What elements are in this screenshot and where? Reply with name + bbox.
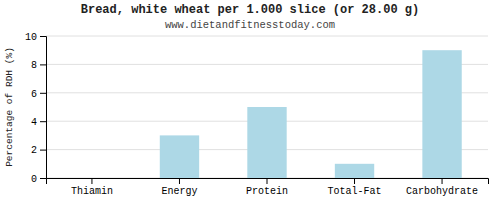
- subtitle: www.dietandfitnesstoday.com: [165, 19, 335, 31]
- tick-mark: [40, 178, 46, 179]
- grid-line: [46, 64, 488, 65]
- tick-mark: [179, 178, 180, 184]
- y-axis: 0 2 4 6 8 10: [25, 32, 47, 185]
- tick: 6: [31, 89, 46, 100]
- tick-mark: [354, 178, 355, 184]
- title: Bread, white wheat per 1.000 slice (or 2…: [81, 3, 419, 17]
- tick-label: Protein: [246, 186, 288, 197]
- bar: [160, 135, 199, 178]
- bar: [335, 164, 374, 178]
- tick-mark: [40, 121, 46, 122]
- tick-label: 2: [31, 145, 37, 156]
- tick-mark: [267, 178, 268, 184]
- tick-label: 0: [31, 174, 37, 185]
- tick-label: 4: [31, 117, 37, 128]
- tick-label: 6: [31, 89, 37, 100]
- tick: 10: [25, 32, 46, 43]
- tick-mark: [40, 150, 46, 151]
- tick-mark: [91, 178, 92, 184]
- tick-label: 10: [25, 32, 37, 43]
- tick: Carbohydrate: [406, 178, 478, 197]
- grid-line: [46, 36, 488, 37]
- grid-line: [46, 92, 488, 93]
- tick-label: Energy: [161, 186, 197, 197]
- tick: Total-Fat: [328, 178, 382, 197]
- plot: 0 2 4 6 8 10 Thiamin Energy Protein Total-Fat Carb…: [25, 32, 489, 197]
- tick: 4: [31, 117, 46, 128]
- bar: [72, 178, 111, 179]
- bar: [247, 107, 286, 178]
- tick: Protein: [246, 178, 288, 197]
- tick-label: 8: [31, 60, 37, 71]
- tick-label: Carbohydrate: [406, 186, 478, 197]
- x-axis: Thiamin Energy Protein Total-Fat Carbohydrat…: [47, 178, 489, 197]
- bars: [160, 50, 462, 178]
- tick: 0: [31, 174, 46, 185]
- tick: Thiamin: [71, 178, 113, 197]
- tick-mark: [442, 178, 443, 184]
- axis-line: [47, 179, 489, 185]
- tick: 2: [31, 145, 46, 156]
- chart: Bread, white wheat per 1.000 slice (or 2…: [0, 0, 500, 200]
- y-axis-title: Percentage of RDH (%): [4, 47, 15, 167]
- tick-label: Thiamin: [71, 186, 113, 197]
- tick-mark: [40, 36, 46, 37]
- grid: [46, 36, 488, 178]
- bar: [422, 50, 461, 178]
- tick: 8: [31, 60, 46, 71]
- tick-label: Total-Fat: [328, 186, 382, 197]
- tick-mark: [40, 93, 46, 94]
- axis-line: [40, 37, 47, 179]
- tick: Energy: [161, 178, 197, 197]
- tick-mark: [40, 64, 46, 65]
